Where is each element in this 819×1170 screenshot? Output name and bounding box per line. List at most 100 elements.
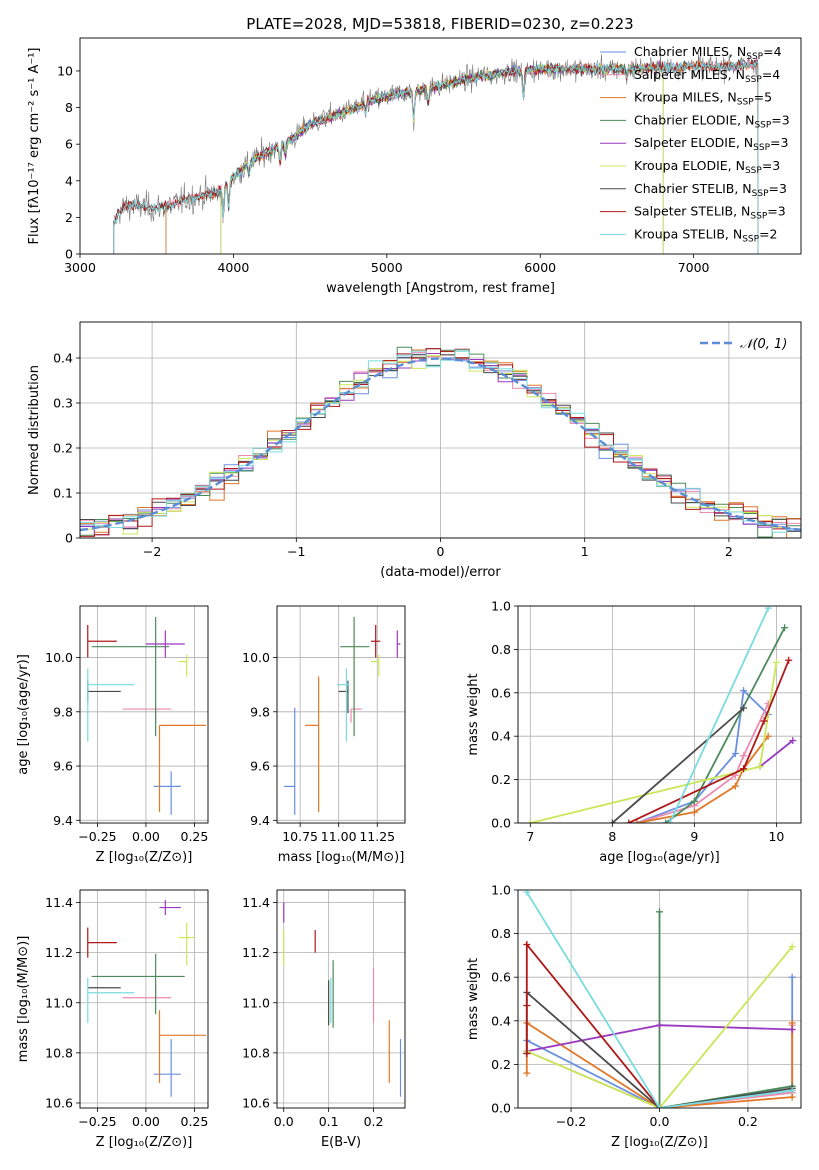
errorbar-point-salpeter-miles [350, 708, 362, 723]
errorbar-point-chabrier-miles [283, 707, 296, 815]
mass-weight-marker [656, 1104, 663, 1108]
mass-weight-marker [523, 1050, 531, 1057]
x-tick-label: 0.25 [181, 829, 209, 844]
y-tick-label: 10.0 [242, 650, 270, 665]
y-tick-label: 0.6 [491, 685, 511, 700]
errorbar-point-kroupa-stelib [87, 668, 135, 742]
x-tick-label: 7000 [678, 260, 710, 275]
x-tick-label: 2 [725, 544, 733, 559]
x-tick-label: 11.00 [321, 829, 357, 844]
y-tick-label: 0.0 [491, 1101, 511, 1116]
mass-weight-marker [523, 890, 531, 896]
mass-weight-marker [523, 941, 531, 948]
normal-legend-label: 𝒩(0, 1) [740, 337, 787, 352]
mass-weight-marker [633, 819, 641, 823]
x-tick-label: 4000 [217, 260, 249, 275]
x-axis-label: wavelength [Angstrom, rest frame] [326, 281, 555, 296]
x-tick-label: 9 [690, 829, 698, 844]
x-tick-label: −1 [287, 544, 305, 559]
errorbar-point-kroupa-elodie [178, 922, 195, 966]
y-axis-label: mass [log₁₀(M/M⊙)] [16, 936, 31, 1063]
legend-label-chabrier-stelib: Chabrier STELIB, NSSP=3 [634, 181, 787, 199]
mass-weight-marker [740, 752, 748, 760]
y-tick-label: 11.2 [45, 945, 73, 960]
mass-weight-marker [608, 819, 616, 823]
mass-weight-marker [731, 750, 739, 758]
plot-area-mass-vs-Z [87, 900, 207, 1097]
y-axis-label: age [log₁₀(age/yr)] [16, 654, 31, 775]
frame-mass-weight-vs-age [517, 605, 802, 824]
frame-spectrum [79, 37, 802, 255]
y-tick-label: 10.6 [45, 1095, 73, 1110]
x-tick-label: 0.1 [319, 1114, 339, 1129]
x-tick-label: 11.25 [359, 829, 395, 844]
x-axis-label: E(B-V) [321, 1135, 361, 1150]
errorbar-point-kroupa-miles [158, 1010, 207, 1083]
y-tick-label: 10.8 [242, 1045, 270, 1060]
y-tick-label: 0.8 [491, 926, 511, 941]
page-title: PLATE=2028, MJD=53818, FIBERID=0230, z=0… [246, 15, 633, 33]
mass-weight-marker [526, 819, 534, 823]
x-axis-label: Z [log₁₀(Z/Z⊙)] [611, 1135, 708, 1150]
axes-age-vs-mass: 10.75 11.00 11.25 9.4 9.6 9.8 10.0 mass [log₁₀(… [242, 605, 406, 865]
mass-weight-marker [740, 765, 748, 773]
legend-label-salpeter-stelib: Salpeter STELIB, NSSP=3 [634, 204, 786, 222]
mass-weight-line-salpeter-stelib [525, 941, 661, 1108]
mass-weight-marker [690, 808, 698, 816]
mass-weight-marker [789, 737, 797, 745]
x-tick-label: 6000 [524, 260, 556, 275]
mass-weight-marker [760, 717, 768, 725]
x-tick-label: 10.75 [282, 829, 318, 844]
errorbar-point-salpeter-stelib [87, 927, 117, 958]
y-tick-label: 1.0 [491, 599, 511, 614]
x-tick-label: 1 [581, 544, 589, 559]
spectrum-legend: Chabrier MILES, NSSP=4 Salpeter MILES, NS… [600, 44, 790, 244]
axes-age-vs-Z: −0.25 0.00 0.25 9.4 9.6 9.8 10.0 Z [log₁₀(Z/Z⊙)… [16, 605, 209, 865]
mass-weight-marker [772, 658, 780, 666]
mass-weight-line-chabrier-elodie [658, 911, 793, 1108]
mass-weight-marker [666, 819, 674, 823]
mass-weight-marker [788, 1093, 796, 1101]
y-tick-label: 0.4 [53, 351, 73, 366]
mass-weight-line-salpeter-elodie [759, 739, 794, 768]
mass-weight-marker [756, 763, 764, 771]
residual-hist-kroupa-stelib [80, 350, 801, 538]
errorbar-point-chabrier-elodie [340, 616, 370, 737]
mass-weight-marker [731, 782, 739, 790]
mass-weight-marker [690, 797, 698, 805]
mass-weight-marker [764, 732, 772, 740]
errorbar-point-salpeter-elodie [145, 630, 185, 658]
y-tick-label: 8 [65, 100, 73, 115]
y-tick-label: 0.2 [53, 441, 73, 456]
plot-area-spectrum [113, 53, 759, 254]
x-tick-label: 0.0 [274, 1114, 294, 1129]
mass-weight-marker [788, 973, 796, 981]
x-tick-label: 0.2 [364, 1114, 384, 1129]
x-tick-label: 7 [526, 829, 534, 844]
x-tick-label: 0 [437, 544, 445, 559]
y-tick-label: 0.6 [491, 970, 511, 985]
errorbar-point-salpeter-stelib [87, 624, 117, 658]
mass-weight-line-chabrier-stelib [611, 707, 745, 823]
plot-area-mass-weight-vs-Z [523, 890, 796, 1108]
y-tick-label: 0.8 [491, 642, 511, 657]
y-tick-label: 1.0 [491, 883, 511, 898]
y-axis-label: Normed distribution [27, 365, 42, 495]
y-tick-label: 11.2 [242, 945, 270, 960]
x-axis-label: age [log₁₀(age/yr)] [599, 850, 720, 865]
x-tick-label: −0.25 [78, 829, 116, 844]
mass-weight-marker [740, 687, 748, 695]
x-tick-label: 0.00 [132, 1114, 160, 1129]
x-tick-label: 0.2 [738, 1114, 758, 1129]
x-tick-label: −2 [143, 544, 161, 559]
mass-weight-marker [656, 1021, 663, 1029]
y-tick-label: 9.4 [250, 813, 270, 828]
y-axis-label: mass weight [466, 958, 481, 1040]
mass-weight-marker [764, 606, 772, 612]
errorbar-point-kroupa-stelib [87, 977, 135, 1023]
plot-area-residuals [80, 346, 801, 538]
axes-spectrum: 3000 4000 5000 6000 7000 0 2 4 6 8 10 wavelength [A… [27, 37, 802, 296]
plot-area-age-vs-Z [87, 616, 207, 815]
mass-weight-marker [523, 1002, 531, 1010]
